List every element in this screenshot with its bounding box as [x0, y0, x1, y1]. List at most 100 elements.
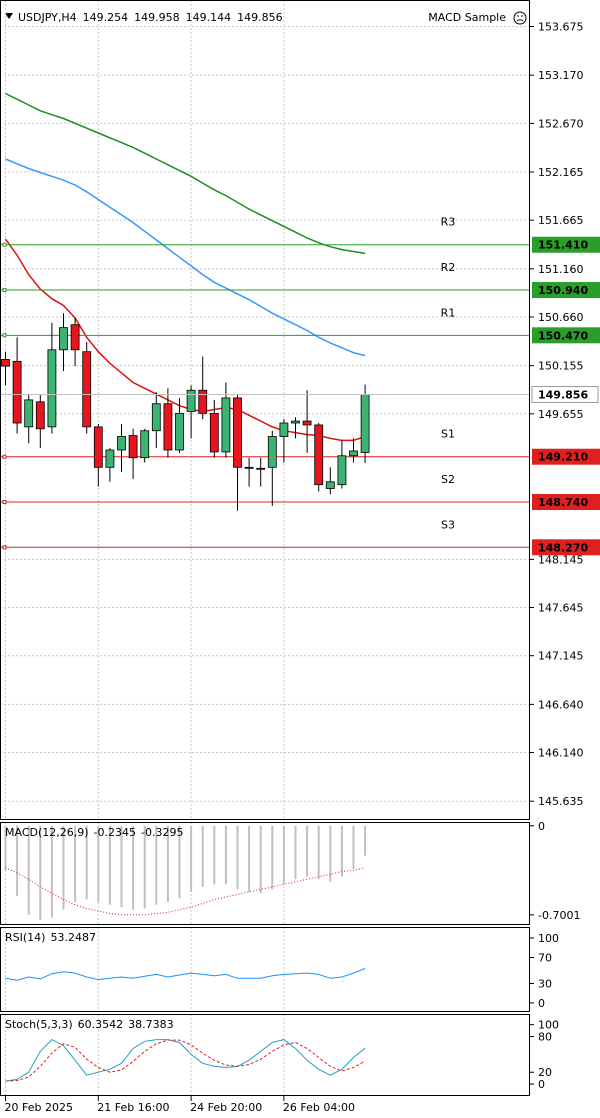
pivot-marker: [2, 288, 7, 293]
y-tick-label: 30: [538, 977, 552, 990]
candle-body: [198, 389, 208, 414]
y-tick-label: 150.660: [538, 311, 584, 324]
macd-bar: [74, 825, 77, 903]
macd-bar: [364, 825, 367, 856]
y-tick-label: 145.635: [538, 795, 584, 808]
candle-body: [35, 401, 45, 430]
y-tick-label: 20: [538, 1066, 552, 1079]
y-tick-label: -0.7001: [538, 909, 580, 922]
macd-bar: [62, 825, 65, 910]
macd-bar: [16, 825, 19, 896]
macd-bar: [201, 825, 204, 887]
panel-frame: [0, 822, 530, 925]
macd-bar: [259, 825, 262, 894]
y-tick-label: 150.155: [538, 360, 584, 373]
candle-body: [314, 424, 324, 486]
y-tick-label: 70: [538, 951, 552, 964]
candle-body: [209, 412, 219, 453]
macd-bar: [213, 825, 216, 885]
indicator-line: [5, 1039, 366, 1082]
y-tick-label: 153.675: [538, 20, 584, 33]
y-tick-label: 100: [538, 1019, 559, 1032]
moving-average: [5, 158, 366, 357]
pivot-price-label: 150.940: [538, 284, 588, 297]
macd-bar: [224, 825, 227, 885]
x-tick-label: 24 Feb 20:00: [190, 1101, 262, 1114]
current-price-label: 149.856: [538, 388, 588, 401]
macd-bar: [108, 825, 111, 905]
macd-bar: [143, 825, 146, 909]
y-tick-label: 151.160: [538, 263, 584, 276]
expert-icon[interactable]: [513, 11, 527, 25]
pivot-marker: [2, 545, 7, 550]
indicator-header: MACD(12,26,9) -0.2345 -0.3295: [5, 826, 183, 839]
y-tick-label: 152.670: [538, 117, 584, 130]
y-tick-label: 146.140: [538, 747, 584, 760]
pivot-name: S1: [441, 428, 455, 441]
candle-body: [256, 467, 266, 470]
moving-average: [4, 238, 366, 442]
pivot-name: S2: [441, 473, 455, 486]
macd-bar: [166, 825, 169, 903]
macd-bar: [85, 825, 88, 900]
macd-bar: [340, 825, 343, 877]
indicator-name: RSI(14): [5, 931, 45, 944]
pivot-marker: [2, 454, 7, 459]
menu-triangle[interactable]: [5, 13, 13, 19]
candle-body: [302, 420, 312, 426]
pivot-price-label: 148.270: [538, 541, 588, 554]
y-tick-label: 146.640: [538, 698, 584, 711]
candle-body: [24, 399, 34, 428]
pivot-price-box: [532, 236, 600, 253]
ohlc-value: 149.856: [237, 11, 283, 24]
macd-bar: [236, 825, 239, 890]
chart-header: USDJPY,H4 149.254 149.958 149.144 149.856: [18, 11, 283, 24]
panel-frame: [0, 0, 530, 820]
ohlc-value: 149.958: [134, 11, 180, 24]
candle-body: [93, 426, 103, 468]
y-tick-label: 149.655: [538, 408, 584, 421]
candle-body: [1, 359, 10, 367]
pivot-price-box: [532, 327, 600, 344]
candle-body: [337, 455, 347, 486]
pivot-price-box: [532, 539, 600, 556]
pivot-price-label: 149.210: [538, 451, 588, 464]
candle-body: [349, 450, 358, 457]
candle-body: [291, 420, 300, 424]
candle-body: [117, 436, 126, 451]
indicator-value: 38.7383: [128, 1018, 174, 1031]
candle-body: [140, 430, 150, 459]
y-tick-label: 0: [538, 820, 545, 833]
symbol: USDJPY,H4: [18, 11, 77, 24]
pivot-price-label: 150.470: [538, 329, 588, 342]
y-tick-label: 0: [538, 1078, 545, 1091]
macd-bar: [271, 825, 274, 890]
candle-body: [105, 449, 115, 468]
candle-body: [12, 360, 22, 424]
panel-frame: [0, 1014, 530, 1096]
macd-bar: [352, 825, 355, 870]
candle-body: [186, 389, 196, 412]
macd-bar: [248, 825, 251, 892]
macd-bar: [27, 825, 30, 915]
y-tick-label: 80: [538, 1031, 552, 1044]
moving-average: [5, 92, 366, 255]
candle-body: [279, 422, 289, 437]
pivot-marker: [2, 500, 7, 505]
macd-bar: [97, 825, 100, 903]
x-tick-label: 21 Feb 16:00: [97, 1101, 169, 1114]
candle-body: [82, 351, 92, 428]
panel-frame: [0, 927, 530, 1012]
pivot-name: R3: [441, 216, 456, 229]
pivot-price-label: 148.740: [538, 496, 588, 509]
macd-bar: [4, 825, 7, 871]
pivot-marker: [2, 333, 7, 338]
x-tick-label: 20 Feb 2025: [5, 1101, 73, 1114]
y-tick-label: 0: [538, 997, 545, 1010]
candle-body: [221, 397, 231, 453]
pivot-name: S3: [441, 518, 455, 531]
macd-bar: [306, 825, 309, 877]
candle-body: [163, 403, 173, 451]
